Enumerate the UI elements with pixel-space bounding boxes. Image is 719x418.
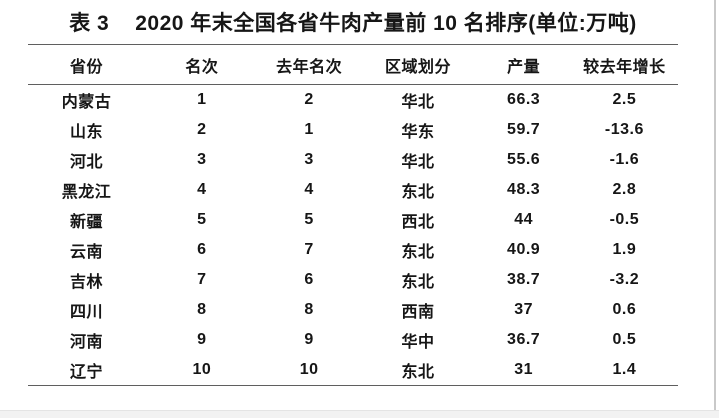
table-cell: 10	[299, 361, 319, 379]
table-cell: 四川	[69, 304, 103, 322]
table-row: 内蒙古 1 2 华北 66.3 2.5	[28, 85, 678, 115]
table-cell: 9	[197, 331, 207, 349]
table-cell: 河北	[69, 153, 103, 171]
table-header-row: 省份 名次 去年名次 区域划分 产量 较去年增长	[28, 45, 678, 85]
table-cell: 东北	[401, 244, 435, 262]
table-cell: 4	[304, 180, 314, 198]
table-cell: 9	[304, 331, 314, 349]
table-body: 内蒙古 1 2 华北 66.3 2.5 山东 2 1 华东 59.7 -13.6 河北 3 3 华北 55.6 -…	[28, 85, 678, 386]
table-cell: 内蒙古	[61, 93, 112, 111]
column-header-rank: 名次	[185, 58, 219, 76]
table-cell: 8	[197, 301, 207, 319]
column-header-region: 区域划分	[384, 58, 451, 76]
table-row: 新疆 5 5 西北 44 -0.5	[28, 205, 678, 235]
table-row: 河北 3 3 华北 55.6 -1.6	[28, 145, 678, 175]
window-right-border	[714, 0, 716, 418]
column-header-last-year-rank: 去年名次	[276, 58, 343, 76]
table-cell: 2	[197, 120, 207, 138]
table-cell: -0.5	[609, 210, 640, 228]
table-cell: 1.4	[612, 361, 637, 379]
column-header-province: 省份	[69, 58, 103, 76]
table-cell: 37	[514, 301, 534, 319]
table-cell: 东北	[401, 274, 435, 292]
table-cell: 吉林	[69, 274, 103, 292]
table-cell: 8	[304, 301, 314, 319]
table-row: 云南 6 7 东北 40.9 1.9	[28, 235, 678, 265]
table-cell: 东北	[401, 183, 435, 201]
table-cell: 辽宁	[69, 364, 103, 382]
table-row: 黑龙江 4 4 东北 48.3 2.8	[28, 175, 678, 205]
table-cell: 山东	[69, 123, 103, 141]
table-cell: 5	[197, 210, 207, 228]
table-cell: 华北	[401, 153, 435, 171]
table-cell: -3.2	[609, 271, 640, 289]
table-cell: 59.7	[507, 120, 541, 138]
table-cell: 10	[192, 361, 212, 379]
table-cell: 2.5	[612, 90, 637, 108]
table-cell: 0.5	[612, 331, 637, 349]
table-cell: 西南	[401, 304, 435, 322]
table-cell: 华东	[401, 123, 435, 141]
table-row: 山东 2 1 华东 59.7 -13.6	[28, 115, 678, 145]
table-title: 表 3 2020 年末全国各省牛肉产量前 10 名排序(单位:万吨)	[28, 0, 678, 44]
table-cell: 38.7	[507, 271, 541, 289]
table-title-main: 2020 年末全国各省牛肉产量前 10 名排序(单位:万吨)	[135, 12, 637, 35]
table-cell: 44	[514, 210, 534, 228]
table-cell: 36.7	[507, 331, 541, 349]
column-header-growth: 较去年增长	[583, 58, 666, 76]
table-row: 辽宁 10 10 东北 31 1.4	[28, 355, 678, 385]
table-title-prefix: 表 3	[69, 12, 110, 35]
table-cell: 1	[197, 90, 207, 108]
table-cell: -13.6	[604, 120, 644, 138]
table-row: 河南 9 9 华中 36.7 0.5	[28, 325, 678, 355]
table-cell: 华北	[401, 93, 435, 111]
table-cell: 6	[304, 271, 314, 289]
table-cell: 黑龙江	[61, 183, 112, 201]
table-cell: 河南	[69, 334, 103, 352]
table-cell: 5	[304, 210, 314, 228]
table-cell: 4	[197, 180, 207, 198]
table-cell: 55.6	[507, 150, 541, 168]
table-cell: 1.9	[612, 241, 637, 259]
table-row: 四川 8 8 西南 37 0.6	[28, 295, 678, 325]
table-cell: 66.3	[507, 90, 541, 108]
table-cell: 东北	[401, 364, 435, 382]
column-header-production: 产量	[507, 58, 541, 76]
table-cell: 3	[304, 150, 314, 168]
table-cell: 1	[304, 120, 314, 138]
table-cell: 48.3	[507, 180, 541, 198]
table-cell: 2.8	[612, 180, 637, 198]
table-cell: 0.6	[612, 301, 637, 319]
table-cell: 新疆	[69, 213, 103, 231]
table-row: 吉林 7 6 东北 38.7 -3.2	[28, 265, 678, 295]
table-cell: 2	[304, 90, 314, 108]
table-cell: 6	[197, 241, 207, 259]
table-cell: 西北	[401, 213, 435, 231]
table-cell: 7	[304, 241, 314, 259]
table-cell: 40.9	[507, 241, 541, 259]
beef-production-table: 省份 名次 去年名次 区域划分 产量 较去年增长 内蒙古 1 2 华北 66.3 2.5 山…	[28, 44, 678, 386]
table-cell: 3	[197, 150, 207, 168]
table-cell: 云南	[69, 244, 103, 262]
table-cell: 华中	[401, 334, 435, 352]
table-cell: -1.6	[609, 150, 640, 168]
window-bottom-band	[0, 410, 719, 418]
table-cell: 31	[514, 361, 534, 379]
table-cell: 7	[197, 271, 207, 289]
